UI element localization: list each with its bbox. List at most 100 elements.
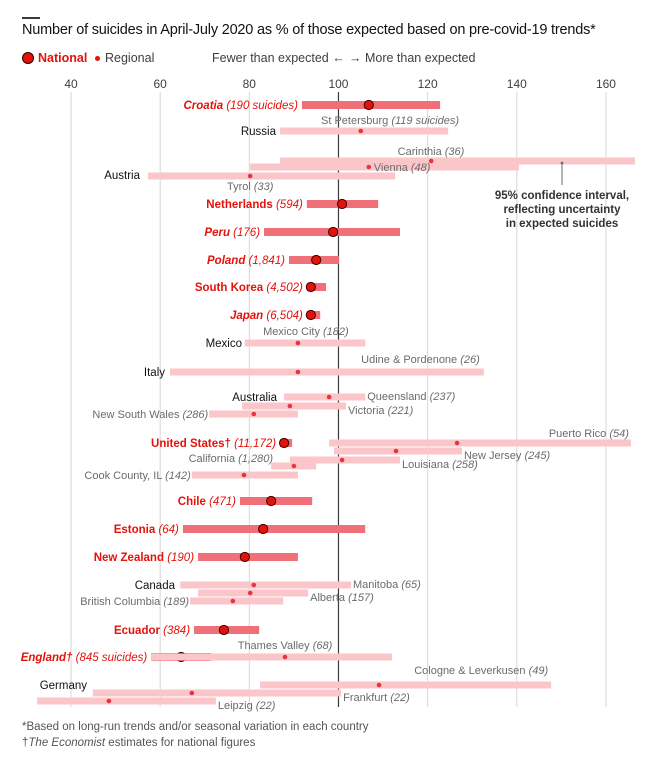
annotation-text-line-3: in expected suicides xyxy=(506,218,619,230)
ci-bar-alberta xyxy=(198,589,309,597)
region-label-leipzig: Leipzig (22) xyxy=(218,700,276,712)
ci-bar-puerto-rico xyxy=(329,439,631,447)
x-tick-label-100: 100 xyxy=(328,77,348,91)
regional-dot-california xyxy=(291,463,297,469)
x-tick-label-60: 60 xyxy=(153,77,167,91)
ci-bar-south-korea xyxy=(306,283,326,291)
region-label-victoria: Victoria (221) xyxy=(348,405,414,417)
region-label-tyrol: Tyrol (33) xyxy=(227,181,274,193)
national-dot-japan xyxy=(305,309,316,321)
ci-bar-thames-valley xyxy=(151,653,392,661)
legend-national: National xyxy=(22,51,87,65)
ci-bar-vienna xyxy=(250,163,520,171)
region-label-california: California (1,280) xyxy=(189,453,274,465)
country-label-mexico: Mexico xyxy=(206,338,242,350)
regional-dot-tyrol xyxy=(247,173,253,179)
legend-regional-label: Regional xyxy=(105,51,155,65)
regional-dot-new-jersey xyxy=(393,448,399,454)
annotation-pointer-dot xyxy=(560,161,564,165)
national-dot-south-korea xyxy=(305,281,316,293)
footnote-dagger: † xyxy=(22,737,29,749)
region-label-louisiana: Louisiana (258) xyxy=(402,459,478,471)
regional-dot-cook-county-il xyxy=(241,472,247,478)
x-tick-label-140: 140 xyxy=(507,77,527,91)
ci-bar-tyrol xyxy=(148,172,396,180)
region-label-puerto-rico: Puerto Rico (54) xyxy=(549,428,629,440)
direction-more: → More than expected xyxy=(349,51,476,65)
regional-dot-puerto-rico xyxy=(454,440,460,446)
legend-national-label: National xyxy=(38,51,88,65)
ci-bar-queensland xyxy=(284,393,366,401)
ci-bar-frankfurt xyxy=(92,689,342,697)
footnote-italic: The Economist xyxy=(28,737,106,749)
region-label-cook-county-il: Cook County, IL (142) xyxy=(84,470,191,482)
country-label-italy: Italy xyxy=(144,367,165,379)
region-label-carinthia: Carinthia (36) xyxy=(398,146,465,158)
region-label-queensland: Queensland (237) xyxy=(367,391,455,403)
region-label-alberta: Alberta (157) xyxy=(310,592,374,604)
country-label-russia: Russia xyxy=(241,126,277,138)
region-label-cologne-leverkusen: Cologne & Leverkusen (49) xyxy=(414,665,548,677)
national-dot-united-states xyxy=(278,437,290,449)
country-label-australia: Australia xyxy=(232,392,277,404)
regional-dot-queensland xyxy=(326,394,332,400)
national-label-peru: Peru (176) xyxy=(204,227,260,239)
regional-dot-louisiana xyxy=(339,457,345,463)
direction-fewer: Fewer than expected ← xyxy=(212,51,345,65)
footnote-rest: estimates for national figures xyxy=(105,737,256,749)
regional-dot-udine-pordenone xyxy=(295,369,301,375)
national-label-new-zealand: New Zealand (190) xyxy=(94,552,195,564)
national-label-poland: Poland (1,841) xyxy=(207,255,285,267)
regional-dot-british-columbia xyxy=(230,598,236,604)
regional-dot-leipzig xyxy=(106,698,112,704)
footnote-2: †The Economist estimates for national fi… xyxy=(22,737,255,749)
national-label-united-states: United States† (11,172) xyxy=(151,438,276,450)
national-label-ecuador: Ecuador (384) xyxy=(114,625,190,637)
national-dot-new-zealand xyxy=(239,551,250,563)
region-label-mexico-city: Mexico City (182) xyxy=(263,326,349,338)
regional-dot-mexico-city xyxy=(295,340,301,346)
x-tick-label-80: 80 xyxy=(243,77,257,91)
national-label-estonia: Estonia (64) xyxy=(114,524,179,536)
regional-dot-carinthia xyxy=(428,158,434,164)
national-dot-netherlands xyxy=(336,198,348,210)
national-dot-icon xyxy=(22,52,34,64)
country-label-austria: Austria xyxy=(104,170,140,182)
annotation-text-line-2: reflecting uncertainty xyxy=(504,204,622,216)
ci-bar-mexico-city xyxy=(244,339,366,347)
national-dot-croatia xyxy=(363,99,374,111)
regional-dot-alberta xyxy=(247,590,253,596)
national-dot-chile xyxy=(266,495,277,507)
region-label-st-petersburg: St Petersburg (119 suicides) xyxy=(321,115,459,127)
national-label-chile: Chile (471) xyxy=(178,496,236,508)
regional-dot-st-petersburg xyxy=(358,128,364,134)
regional-dot-manitoba xyxy=(251,582,257,588)
national-label-japan: Japan (6,504) xyxy=(230,310,303,322)
country-label-canada: Canada xyxy=(135,580,176,592)
national-label-netherlands: Netherlands (594) xyxy=(206,199,303,211)
region-label-new-jersey: New Jersey (245) xyxy=(464,450,551,462)
country-label-germany: Germany xyxy=(40,680,88,692)
national-label-south-korea: South Korea (4,502) xyxy=(195,282,303,294)
regional-dot-victoria xyxy=(287,403,293,409)
x-tick-label-160: 160 xyxy=(596,77,616,91)
ci-bar-udine-pordenone xyxy=(169,368,484,376)
national-dot-peru xyxy=(328,226,339,238)
ci-bar-victoria xyxy=(242,402,347,410)
national-label-croatia: Croatia (190 suicides) xyxy=(184,100,299,112)
regional-dot-cologne-leverkusen xyxy=(376,682,382,688)
ci-bar-louisiana xyxy=(289,456,401,464)
national-dot-poland xyxy=(311,254,322,266)
x-tick-label-120: 120 xyxy=(418,77,438,91)
region-label-new-south-wales: New South Wales (286) xyxy=(92,409,208,421)
region-label-udine-pordenone: Udine & Pordenone (26) xyxy=(361,354,480,366)
national-dot-ecuador xyxy=(218,624,230,636)
regional-dot-frankfurt xyxy=(189,690,195,696)
regional-dot-icon xyxy=(95,55,100,61)
region-label-frankfurt: Frankfurt (22) xyxy=(343,692,410,704)
regional-dot-thames-valley xyxy=(282,654,288,660)
national-label-england: England† (845 suicides) xyxy=(21,652,148,664)
region-label-british-columbia: British Columbia (189) xyxy=(80,596,189,608)
ci-bar-estonia xyxy=(182,525,366,533)
